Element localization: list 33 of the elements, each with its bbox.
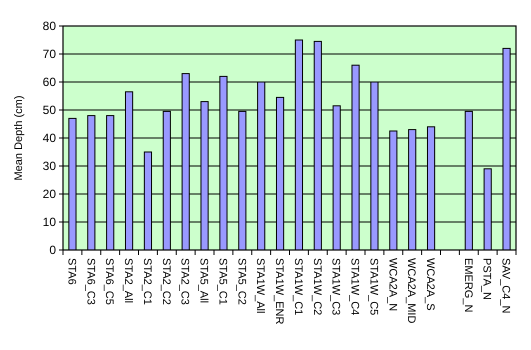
x-tick-label: STA1W_C2 <box>310 258 323 316</box>
x-tick-label: STA1W_C5 <box>367 258 380 316</box>
y-tick-label: 80 <box>42 19 56 34</box>
x-tick-label: WCA2A_N <box>386 258 398 312</box>
x-tick-label: STA6_C5 <box>103 258 116 305</box>
x-tick-label: STA1W_ENR <box>273 258 286 324</box>
x-tick-label: STA5_C1 <box>216 258 228 305</box>
x-tick-label: STA6_C3 <box>84 258 96 305</box>
x-tick-label: SAV_C4_N <box>500 258 512 314</box>
x-tick-label: STA5_C2 <box>235 258 248 305</box>
x-tick-label: STA2_C3 <box>178 258 191 305</box>
y-tick-label: 30 <box>42 159 56 174</box>
y-tick-label: 50 <box>42 103 56 118</box>
x-tick-label: STA5_All <box>198 258 210 304</box>
x-tick-label: PSTA_N <box>480 258 493 300</box>
y-tick-label: 60 <box>42 75 56 90</box>
x-tick-label: STA2_C1 <box>140 258 153 305</box>
x-tick-label: WCA2A_S <box>424 258 436 311</box>
y-tick-label: 70 <box>42 47 56 62</box>
x-tick-label: STA6 <box>65 258 78 285</box>
x-tick-label: STA1W_All <box>254 258 266 314</box>
y-tick-label: 10 <box>42 215 56 230</box>
y-tick-label: 20 <box>42 187 56 202</box>
x-tick-label: EMERG_N <box>462 258 474 312</box>
x-tick-label: STA1W_C1 <box>292 258 304 316</box>
x-tick-label: WCA2A_MID <box>405 258 418 324</box>
x-tick-label: STA2_All <box>122 258 134 304</box>
y-axis-title: Mean Depth (cm) <box>13 96 25 180</box>
x-tick-label: STA1W_C3 <box>330 258 342 316</box>
x-tick-label: STA2_C2 <box>160 258 172 305</box>
y-tick-label: 0 <box>49 243 56 258</box>
x-tick-label: STA1W_C4 <box>348 258 361 316</box>
y-tick-label: 40 <box>42 131 56 146</box>
